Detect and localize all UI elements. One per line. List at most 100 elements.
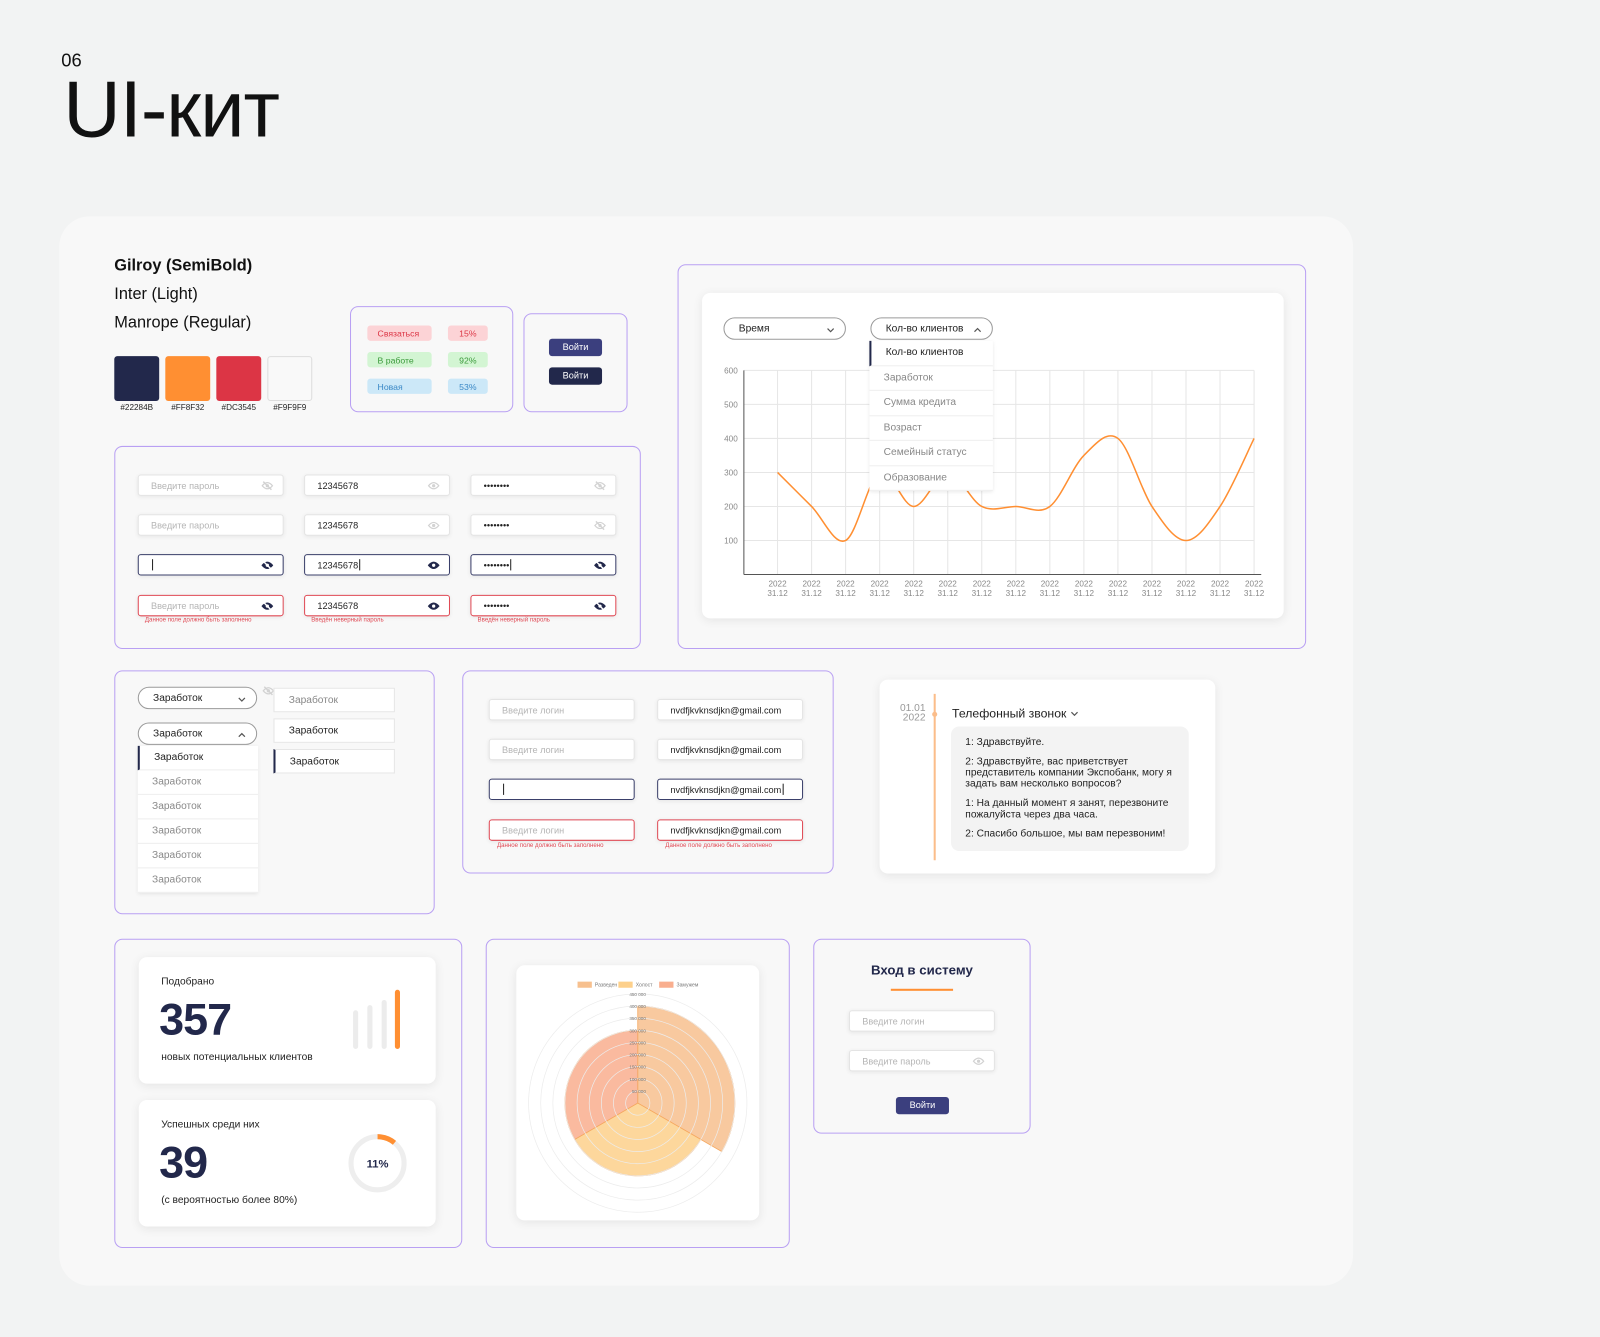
input-content: 12345678 (317, 559, 361, 571)
text-input: Введите пароль (137, 594, 284, 617)
input-content: 12345678 (317, 600, 358, 611)
section-number: 06 (61, 49, 82, 71)
input-value: nvdfjkvknsdjkn@gmail.com (670, 784, 782, 795)
text-input: 12345678 (304, 554, 450, 576)
color-label: #22284B (120, 403, 154, 413)
icon (238, 697, 246, 702)
menu-item: Кол-во клиентов (869, 340, 993, 366)
select: Заработок (137, 722, 258, 745)
dropdown-menu: Кол-во клиентов Заработок Сумма кредита Воз… (869, 340, 993, 491)
input-value: 12345678 (317, 600, 359, 611)
frame (114, 670, 435, 915)
text-input: nvdfjkvknsdjkn@gmail.com (657, 819, 804, 841)
status-badge: Связаться (367, 325, 432, 341)
text-input: Введите пароль (137, 474, 284, 496)
frame (677, 264, 1307, 649)
stat-value: 357 (159, 994, 232, 1045)
icon (974, 327, 982, 333)
eye-slash (262, 601, 272, 611)
text-input: •••••••• (470, 514, 617, 536)
input-value: 12345678 (317, 559, 359, 570)
placeholder: Введите пароль (862, 1055, 931, 1066)
option-box: Заработок (273, 748, 395, 774)
text-input: 12345678 (304, 594, 450, 617)
option-box: Заработок (273, 718, 395, 743)
select-label: Заработок (153, 692, 203, 705)
percent-badge: 15% (447, 325, 488, 341)
color-label: #DC3545 (221, 403, 257, 413)
eye-pupil (976, 1059, 981, 1063)
text-input: nvdfjkvknsdjkn@gmail.com (657, 698, 804, 721)
menu-item-label: Возраст (883, 422, 922, 434)
icon (1070, 711, 1078, 717)
input-value: •••••••• (483, 559, 510, 570)
error-message: Данное поле должно быть заполнено (496, 842, 604, 849)
menu-item-label: Заработок (154, 752, 204, 764)
button: Войти (548, 367, 603, 385)
eye-outline (427, 482, 440, 490)
eye-pupil (432, 523, 436, 528)
menu-item: Заработок (137, 868, 259, 893)
text-input: •••••••• (470, 474, 617, 496)
error-message: Данное поле должно быть заполнено (144, 617, 252, 624)
button: Войти (548, 338, 603, 357)
status-badge: В работе (367, 352, 432, 368)
input-value: •••••••• (483, 519, 510, 531)
placeholder: Введите логин (502, 824, 565, 836)
chevron (238, 732, 246, 738)
chevron (1070, 711, 1078, 717)
font-name: Inter (Light) (114, 285, 198, 304)
button: Войти (895, 1096, 949, 1115)
text-cursor (782, 783, 784, 795)
menu-item-label: Заработок (883, 372, 933, 384)
chat-date: 01.01 (899, 703, 926, 715)
option-label: Заработок (288, 694, 338, 707)
menu-item-label: Заработок (152, 849, 202, 862)
eye-outline (972, 1057, 985, 1065)
card (516, 965, 760, 1221)
option-label: Заработок (289, 756, 339, 768)
input-content: Введите пароль (862, 1055, 930, 1066)
text-input: Введите логин (488, 819, 635, 841)
input-value: nvdfjkvknsdjkn@gmail.com (670, 824, 782, 836)
menu-item: Семейный статус (869, 441, 993, 466)
form-title: Вход в систему (870, 962, 973, 978)
input-content: •••••••• (484, 519, 510, 530)
chat-message: 2: Спасибо большое, мы вам перезвоним! (965, 828, 1166, 840)
placeholder: Введите пароль (151, 519, 220, 531)
eye-pupil (432, 563, 436, 567)
eye-slash (595, 481, 605, 491)
icon (972, 1057, 985, 1065)
icon (427, 561, 440, 569)
icon (827, 328, 835, 333)
input-content: Введите пароль (151, 519, 219, 530)
placeholder: Введите логин (862, 1015, 925, 1027)
input-content: Введите логин (502, 704, 564, 715)
input-value: •••••••• (483, 480, 510, 491)
text-input: •••••••• (470, 594, 617, 617)
text-input: nvdfjkvknsdjkn@gmail.com (657, 778, 804, 800)
font-name: Manrope (Regular) (114, 314, 252, 332)
eye-pupil (432, 604, 436, 608)
menu-item-label: Заработок (152, 776, 202, 788)
input-content: Введите пароль (151, 480, 219, 491)
color-swatch (114, 356, 160, 402)
text-input: 12345678 (304, 474, 450, 496)
chevron (827, 328, 835, 333)
error-message: Данное поле должно быть заполнено (665, 842, 772, 849)
frame (462, 670, 834, 874)
percent-badge: 92% (447, 352, 488, 368)
input-value: 12345678 (317, 480, 359, 491)
select: Заработок (137, 686, 258, 710)
icon (261, 481, 274, 491)
stat-value: 39 (159, 1137, 208, 1188)
menu-item: Заработок (137, 745, 259, 771)
text-cursor (152, 559, 154, 571)
text-input: 12345678 (304, 514, 450, 536)
select-label: Время (738, 323, 770, 335)
input-value: 12345678 (317, 519, 359, 531)
page-title: UI-кит (63, 64, 280, 155)
text-cursor (510, 559, 512, 571)
error-message: Введён неверный пароль (311, 617, 384, 624)
